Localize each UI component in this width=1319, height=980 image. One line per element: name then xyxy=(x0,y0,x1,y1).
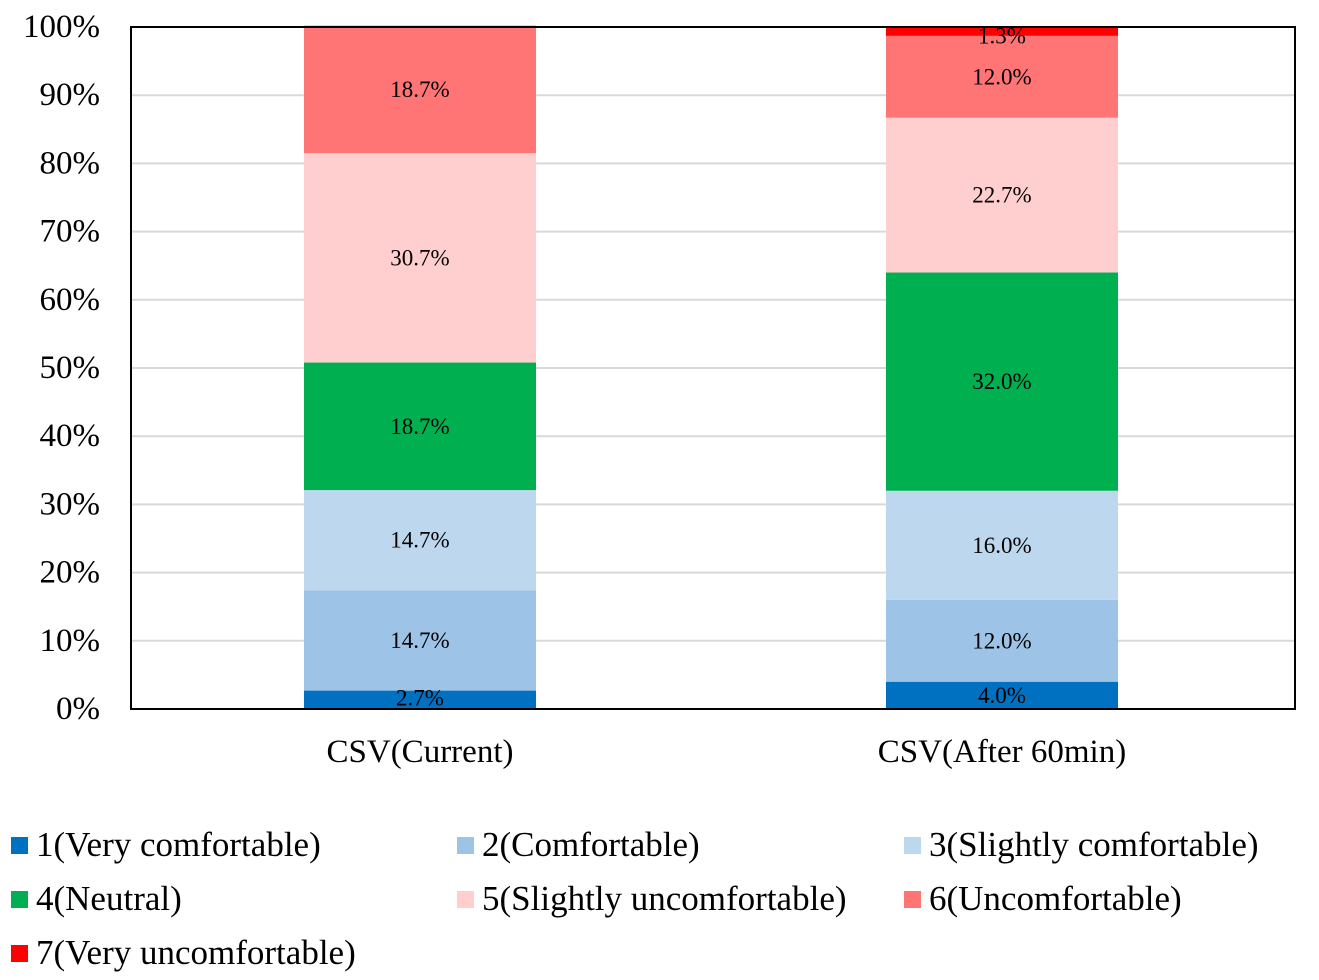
bar-segment xyxy=(886,599,1118,682)
legend-item: 1(Very comfortable) xyxy=(11,818,321,872)
y-tick-label: 60% xyxy=(40,282,101,318)
y-tick-label: 50% xyxy=(40,350,101,386)
y-tick-label: 100% xyxy=(23,9,100,45)
legend-label: 5(Slightly uncomfortable) xyxy=(482,879,847,918)
x-category-label: CSV(After 60min) xyxy=(878,734,1126,770)
legend-label: 7(Very uncomfortable) xyxy=(36,933,356,972)
legend-label: 3(Slightly comfortable) xyxy=(929,825,1259,864)
y-tick-label: 40% xyxy=(40,418,101,454)
legend-swatch xyxy=(11,836,28,854)
bar-segment xyxy=(304,490,536,591)
legend-item: 2(Comfortable) xyxy=(457,818,700,872)
bar-segment xyxy=(886,490,1118,600)
data-label: 30.7% xyxy=(390,245,449,270)
bar-segment xyxy=(304,362,536,491)
data-label: 32.0% xyxy=(972,369,1031,394)
legend-item: 5(Slightly uncomfortable) xyxy=(457,872,847,926)
bar-segment xyxy=(886,27,1118,36)
bar-segment xyxy=(304,590,536,691)
y-tick-label: 90% xyxy=(40,77,101,113)
x-axis-categories: CSV(Current) CSV(After 60min) xyxy=(327,734,1127,770)
y-tick-label: 80% xyxy=(40,145,101,181)
plot-area-frame xyxy=(130,26,1296,710)
legend-item: 7(Very uncomfortable) xyxy=(11,926,356,980)
bar-segment xyxy=(886,35,1118,118)
legend-swatch xyxy=(457,836,474,854)
legend-swatch xyxy=(904,890,921,908)
data-label: 2.7% xyxy=(396,686,444,711)
y-tick-label: 0% xyxy=(56,691,100,727)
data-label: 14.7% xyxy=(390,528,449,553)
bar-segment xyxy=(304,690,536,709)
data-label: 4.0% xyxy=(978,683,1026,708)
legend-item: 6(Uncomfortable) xyxy=(904,872,1182,926)
y-tick-label: 30% xyxy=(40,486,101,522)
legend-item: 3(Slightly comfortable) xyxy=(904,818,1259,872)
y-tick-label: 20% xyxy=(40,555,101,591)
legend-item: 4(Neutral) xyxy=(11,872,182,926)
bar-segment xyxy=(304,153,536,363)
y-tick-label: 70% xyxy=(40,214,101,250)
legend-swatch xyxy=(457,890,474,908)
bar-segment xyxy=(886,272,1118,491)
bar-segment xyxy=(886,117,1118,273)
data-label: 12.0% xyxy=(972,628,1031,653)
data-labels: 2.7% 14.7% 14.7% 18.7% 30.7% 18.7% 4.0% 12.0% 16… xyxy=(390,24,1031,711)
data-label: 16.0% xyxy=(972,533,1031,558)
data-label: 18.7% xyxy=(390,414,449,439)
data-label: 14.7% xyxy=(390,628,449,653)
legend-swatch xyxy=(904,836,921,854)
legend-swatch xyxy=(11,890,28,908)
legend-label: 2(Comfortable) xyxy=(482,825,700,864)
data-label: 22.7% xyxy=(972,183,1031,208)
y-tick-label: 10% xyxy=(40,623,101,659)
y-axis-ticks: 0% 10% 20% 30% 40% 50% 60% 70% 80% 90% 100% xyxy=(23,9,100,727)
data-label: 18.7% xyxy=(390,77,449,102)
bar-segment xyxy=(886,681,1118,709)
legend-label: 1(Very comfortable) xyxy=(36,825,321,864)
x-category-label: CSV(Current) xyxy=(327,734,514,770)
legend-label: 4(Neutral) xyxy=(36,879,182,918)
legend-swatch xyxy=(11,944,28,962)
legend: 1(Very comfortable) 2(Comfortable) 3(Sligh… xyxy=(0,818,1319,980)
data-label: 12.0% xyxy=(972,64,1031,89)
bars xyxy=(304,25,1118,709)
legend-label: 6(Uncomfortable) xyxy=(929,879,1182,918)
bar-segment xyxy=(304,25,536,154)
stacked-bar-chart: 2.7% 14.7% 14.7% 18.7% 30.7% 18.7% 4.0% 12.0% 16… xyxy=(23,9,1296,770)
